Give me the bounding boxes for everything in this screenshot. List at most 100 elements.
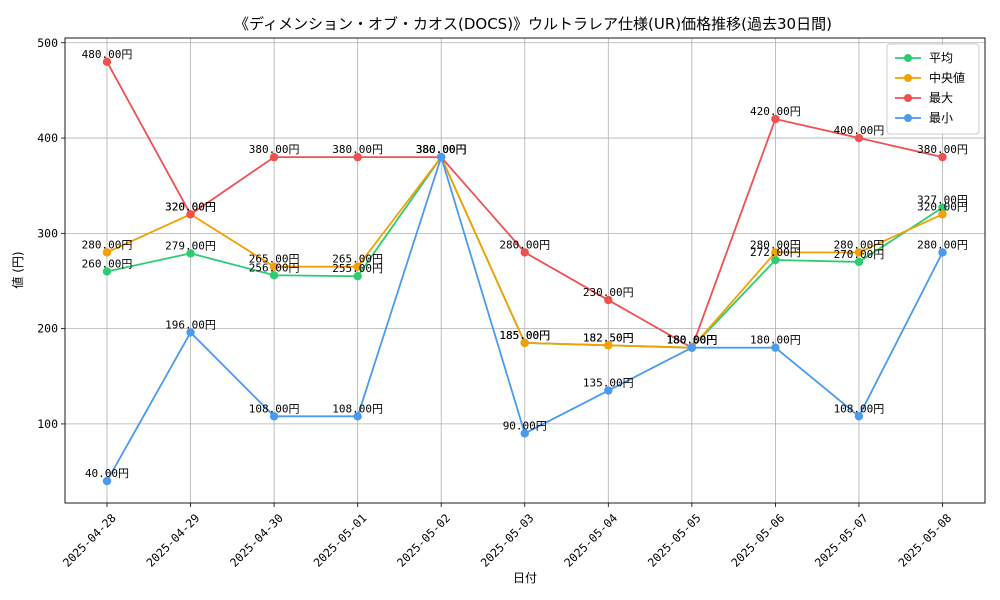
data-label: 320.00円 xyxy=(917,200,968,213)
data-label: 380.00円 xyxy=(416,143,467,156)
data-label: 380.00円 xyxy=(917,143,968,156)
data-label: 230.00円 xyxy=(583,286,634,299)
data-point xyxy=(854,412,864,421)
axes: 2025-04-28 2025-04-29 2025-04-30 2025-05-01… xyxy=(37,36,986,570)
x-tick-label: 2025-05-02 xyxy=(394,511,453,570)
x-tick-label: 2025-05-03 xyxy=(478,511,537,570)
data-point xyxy=(854,133,864,143)
data-point xyxy=(771,343,780,352)
data-label: 108.00円 xyxy=(834,402,885,415)
data-point xyxy=(938,152,947,162)
legend-label: 最大 xyxy=(929,91,953,105)
data-point xyxy=(604,386,613,395)
data-label: 480.00円 xyxy=(82,48,133,61)
data-label: 280.00円 xyxy=(750,238,801,251)
data-point xyxy=(186,210,195,219)
data-label: 270.00円 xyxy=(834,248,885,261)
x-tick-label: 2025-05-01 xyxy=(311,511,370,570)
data-point xyxy=(687,343,697,352)
data-label: 180.00円 xyxy=(750,334,801,347)
y-tick-label: 300 xyxy=(37,226,58,240)
data-point xyxy=(771,255,780,265)
data-label: 320.00円 xyxy=(165,200,216,213)
data-label: 196.00円 xyxy=(165,318,216,331)
x-tick-label: 2025-04-30 xyxy=(227,511,286,570)
data-label: 90.00円 xyxy=(503,419,547,432)
data-label: 327.00円 xyxy=(917,194,968,207)
data-label: 182.50円 xyxy=(583,331,634,344)
legend-box xyxy=(886,43,980,135)
data-label: 135.00円 xyxy=(583,377,634,390)
data-point xyxy=(353,412,362,421)
legend-label: 最小 xyxy=(929,111,953,125)
y-tick-label: 400 xyxy=(37,131,58,145)
data-label: 180.00円 xyxy=(666,334,717,347)
x-tick-label: 2025-05-06 xyxy=(728,511,787,570)
data-point xyxy=(854,248,864,257)
data-point xyxy=(102,57,112,67)
chart-title: 《ディメンション・オブ・カオス(DOCS)》ウルトラレア仕様(UR)価格推移(過… xyxy=(234,15,832,33)
data-label: 185.00円 xyxy=(499,329,550,342)
data-point xyxy=(269,152,279,162)
data-point xyxy=(604,341,613,350)
data-label: 180.00円 xyxy=(666,334,717,347)
data-label: 255.00円 xyxy=(332,262,383,275)
data-label: 185.00円 xyxy=(499,329,550,342)
data-label: 380.00円 xyxy=(416,143,467,156)
data-label: 180.00円 xyxy=(666,334,717,347)
data-label: 380.00円 xyxy=(249,143,300,156)
data-point xyxy=(269,412,279,421)
legend-label: 中央値 xyxy=(929,70,965,85)
data-point xyxy=(269,262,279,271)
data-point xyxy=(353,262,362,271)
data-point xyxy=(938,210,947,219)
data-label: 380.00円 xyxy=(416,143,467,156)
x-tick-label: 2025-05-04 xyxy=(561,511,620,570)
data-label: 420.00円 xyxy=(750,105,801,118)
data-point xyxy=(771,248,780,257)
data-label: 280.00円 xyxy=(499,238,550,251)
data-point xyxy=(102,476,112,486)
x-axis-label: 日付 xyxy=(513,571,537,585)
data-point xyxy=(353,152,362,162)
y-tick-label: 100 xyxy=(37,417,58,431)
data-point xyxy=(938,203,947,212)
data-label: 400.00円 xyxy=(834,124,885,137)
legend-marker xyxy=(904,74,912,82)
data-point xyxy=(102,248,112,257)
y-tick-label: 500 xyxy=(37,36,58,50)
data-label: 256.00円 xyxy=(249,261,300,274)
data-label: 180.00円 xyxy=(666,334,717,347)
legend-marker xyxy=(904,114,912,122)
data-label: 40.00円 xyxy=(85,467,129,480)
data-label: 380.00円 xyxy=(416,143,467,156)
legend-marker xyxy=(904,94,912,102)
data-labels: 260.00円 279.00円 256.00円 255.00円 380.00円 185.0… xyxy=(82,48,968,480)
data-label: 108.00円 xyxy=(249,402,300,415)
data-label: 380.00円 xyxy=(332,143,383,156)
data-label: 280.00円 xyxy=(917,238,968,251)
x-tick-label: 2025-05-08 xyxy=(895,511,954,570)
data-point xyxy=(520,338,529,348)
data-label: 265.00円 xyxy=(332,253,383,266)
plot-frame xyxy=(64,37,986,504)
data-label: 272.00円 xyxy=(750,246,801,259)
data-label: 280.00円 xyxy=(834,238,885,251)
x-tick-label: 2025-05-07 xyxy=(812,511,871,570)
x-tick-label: 2025-05-05 xyxy=(645,511,704,570)
data-point xyxy=(520,429,529,438)
data-label: 320.00円 xyxy=(165,200,216,213)
data-point xyxy=(854,257,864,267)
x-tick-label: 2025-04-28 xyxy=(60,511,119,570)
legend-label: 平均 xyxy=(929,51,953,65)
data-point xyxy=(186,249,195,258)
data-label: 280.00円 xyxy=(82,238,133,251)
data-point xyxy=(186,328,195,337)
legend-marker xyxy=(904,54,912,62)
data-label: 279.00円 xyxy=(165,239,216,252)
data-label: 265.00円 xyxy=(249,253,300,266)
series-layer xyxy=(102,57,947,486)
data-label: 108.00円 xyxy=(332,402,383,415)
